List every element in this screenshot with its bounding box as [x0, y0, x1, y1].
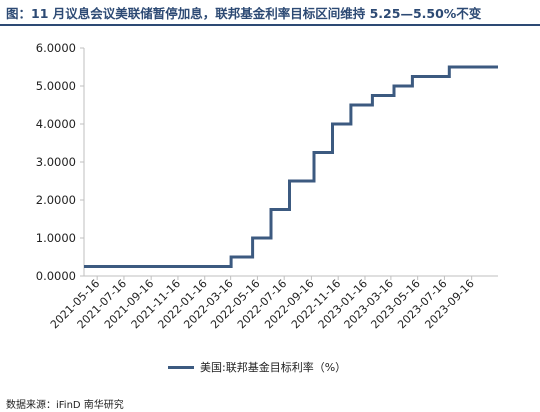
- y-tick-label: 5.0000: [36, 79, 76, 93]
- legend: 美国:联邦基金目标利率（%）: [168, 359, 346, 375]
- data-source: 数据来源：iFinD 南华研究: [6, 400, 124, 411]
- series-line: [84, 65, 498, 268]
- y-tick-label: 2.0000: [36, 193, 76, 207]
- y-tick-label: 0.0000: [36, 269, 76, 283]
- y-tick-label: 6.0000: [36, 41, 76, 55]
- y-tick-label: 4.0000: [36, 117, 76, 131]
- chart-title: 图：11 月议息会议美联储暂停加息，联邦基金利率目标区间维持 5.25—5.50…: [6, 6, 482, 21]
- y-tick-label: 1.0000: [36, 231, 76, 245]
- series: [84, 65, 498, 268]
- title-divider: [0, 24, 540, 26]
- legend-swatch: [168, 365, 194, 369]
- y-tick-label: 3.0000: [36, 155, 76, 169]
- y-axis: 0.0000 1.0000 2.0000 3.0000 4.0000 5.0000 6.00…: [36, 41, 85, 283]
- legend-label: 美国:联邦基金目标利率（%）: [200, 361, 347, 374]
- x-axis: 2021-05-162021-07-162021-09-162021-11-16…: [48, 275, 498, 331]
